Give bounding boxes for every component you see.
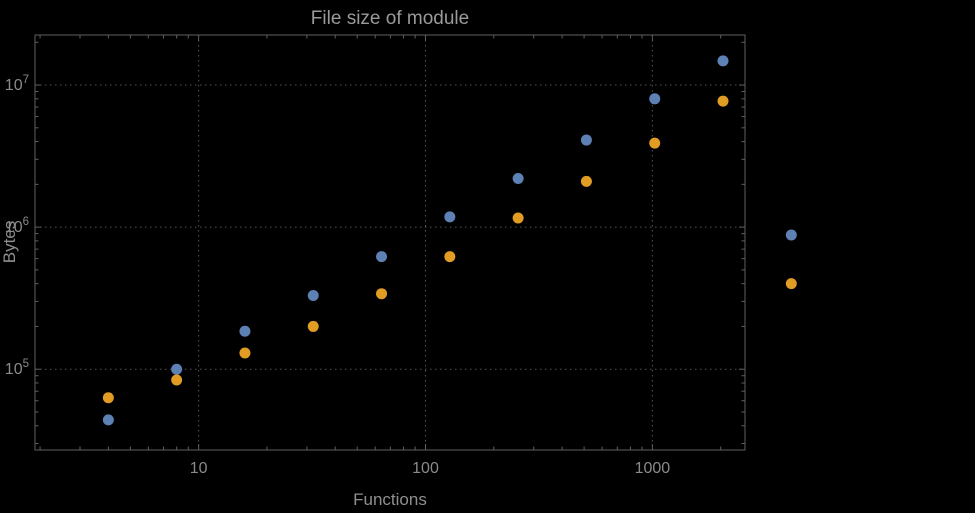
data-point-series-orange	[102, 392, 114, 404]
data-point-series-blue	[376, 251, 388, 263]
data-point-series-orange	[580, 175, 592, 187]
data-point-series-blue	[102, 414, 114, 426]
data-point-series-orange	[307, 320, 319, 332]
chart-title: File size of module	[311, 8, 469, 29]
data-point-series-orange	[785, 278, 797, 290]
plot-area: 10 100 1000 105 106 107	[5, 34, 797, 477]
x-tick-label: 1000	[635, 460, 671, 477]
data-point-series-blue	[307, 290, 319, 302]
data-point-series-blue	[512, 172, 524, 184]
data-point-series-orange	[444, 251, 456, 263]
data-point-series-blue	[785, 229, 797, 241]
data-point-series-blue	[444, 211, 456, 223]
data-point-series-blue	[171, 363, 183, 375]
data-point-series-orange	[717, 95, 729, 107]
y-tick-label: 107	[5, 74, 29, 94]
x-tick-label: 100	[412, 460, 439, 477]
data-point-series-orange	[239, 347, 251, 359]
data-point-series-orange	[512, 212, 524, 224]
x-tick-label: 10	[190, 460, 208, 477]
data-point-series-blue	[239, 325, 251, 337]
data-point-series-blue	[580, 134, 592, 146]
data-point-series-orange	[171, 374, 183, 386]
y-axis-label: Bytes	[0, 221, 19, 264]
y-tick-label: 106	[5, 216, 29, 236]
data-point-series-orange	[376, 288, 388, 300]
y-tick-label: 105	[5, 358, 29, 378]
data-point-series-blue	[649, 93, 661, 105]
data-point-series-blue	[717, 55, 729, 67]
data-point-series-orange	[649, 137, 661, 149]
plot-frame	[34, 34, 746, 451]
x-axis-label: Functions	[353, 490, 427, 509]
